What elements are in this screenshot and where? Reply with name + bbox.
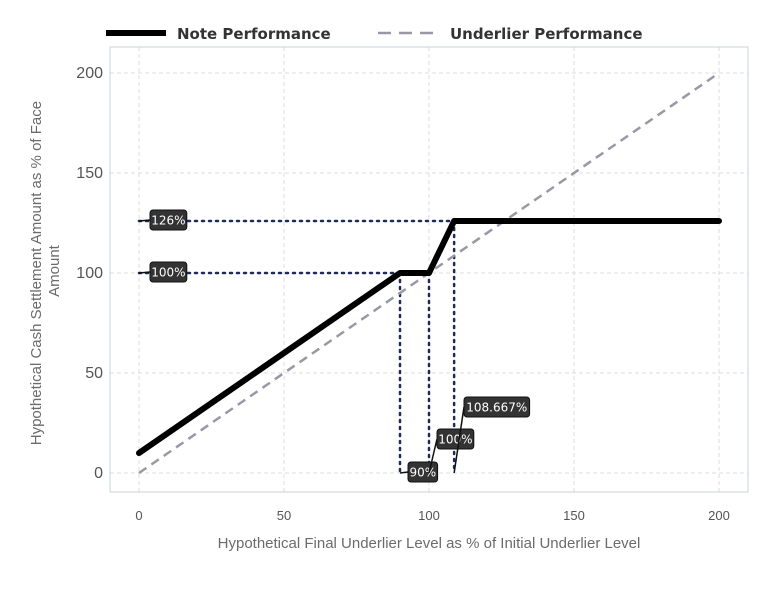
plot-frame [109,46,749,493]
x-tick-label: 0 [135,508,142,523]
x-tick-label: 50 [277,508,291,523]
callout-label: 100% [138,261,188,283]
tick-labels: 0 50 100 150 200 0 50 100 150 200 [76,65,730,523]
legend: Note Performance Underlier Performance [106,25,643,43]
x-tick-label: 150 [563,508,585,523]
callout-box [436,428,475,450]
y-axis-title-line-2: Amount [46,244,63,297]
callout-leader [428,438,438,474]
y-tick-label: 50 [85,365,103,382]
callout-box [463,396,531,418]
x-tick-label: 100 [418,508,440,523]
callout-text: 126% [151,214,185,228]
callout-box [149,261,188,283]
y-tick-label: 150 [76,165,103,182]
legend-label-note: Note Performance [177,25,331,43]
callout-text: 100% [438,433,472,447]
callout-label: 100% [428,428,475,474]
callouts: 126% 100% 90% 100% 108.667% [138,209,531,483]
callout-label: 126% [138,209,188,231]
y-tick-label: 0 [94,465,103,482]
callout-text: 100% [151,266,185,280]
callout-leader [138,271,151,274]
legend-label-underlier: Underlier Performance [450,25,643,43]
callout-text: 90% [409,466,436,480]
x-tick-label: 200 [708,508,730,523]
y-axis-title-line-1: Hypothetical Cash Settlement Amount as %… [28,101,45,445]
y-axis-title: Hypothetical Cash Settlement Amount as %… [28,97,63,446]
x-axis-title: Hypothetical Final Underlier Level as % … [218,535,641,552]
series [136,71,722,475]
callout-label: 108.667% [453,396,531,474]
callout-text: 108.667% [466,401,527,415]
callout-leader [138,219,151,222]
y-tick-label: 100 [76,265,103,282]
callout-leader [399,471,409,474]
y-tick-label: 200 [76,65,103,82]
note-performance-line [136,218,722,456]
callout-leader [453,406,465,474]
callout-box [149,209,188,231]
